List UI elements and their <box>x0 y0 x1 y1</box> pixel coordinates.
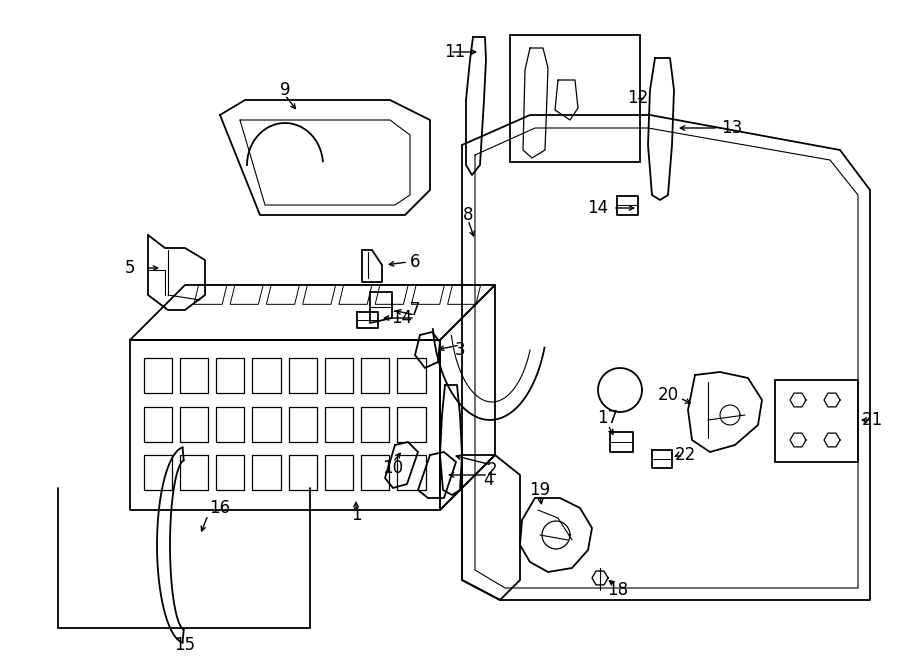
Text: 20: 20 <box>657 386 679 404</box>
Text: 12: 12 <box>627 89 649 107</box>
Text: 10: 10 <box>382 459 403 477</box>
Text: 21: 21 <box>861 411 883 429</box>
Text: 15: 15 <box>175 636 195 654</box>
Text: 5: 5 <box>125 259 135 277</box>
Text: 11: 11 <box>445 43 465 61</box>
Text: 7: 7 <box>410 301 420 319</box>
Text: 9: 9 <box>280 81 290 99</box>
Text: 14: 14 <box>588 199 608 217</box>
Text: 18: 18 <box>608 581 628 599</box>
Text: 16: 16 <box>210 499 230 517</box>
Text: 1: 1 <box>351 506 361 524</box>
Bar <box>775 380 858 462</box>
Text: 3: 3 <box>454 341 465 359</box>
Text: 4: 4 <box>482 471 493 489</box>
Text: 6: 6 <box>410 253 420 271</box>
Text: 8: 8 <box>463 206 473 224</box>
Bar <box>510 35 640 162</box>
Text: 22: 22 <box>674 446 696 464</box>
Text: 2: 2 <box>487 461 498 479</box>
Text: 13: 13 <box>722 119 742 137</box>
Text: 14: 14 <box>392 309 412 327</box>
Text: 17: 17 <box>598 409 618 427</box>
Text: 19: 19 <box>529 481 551 499</box>
